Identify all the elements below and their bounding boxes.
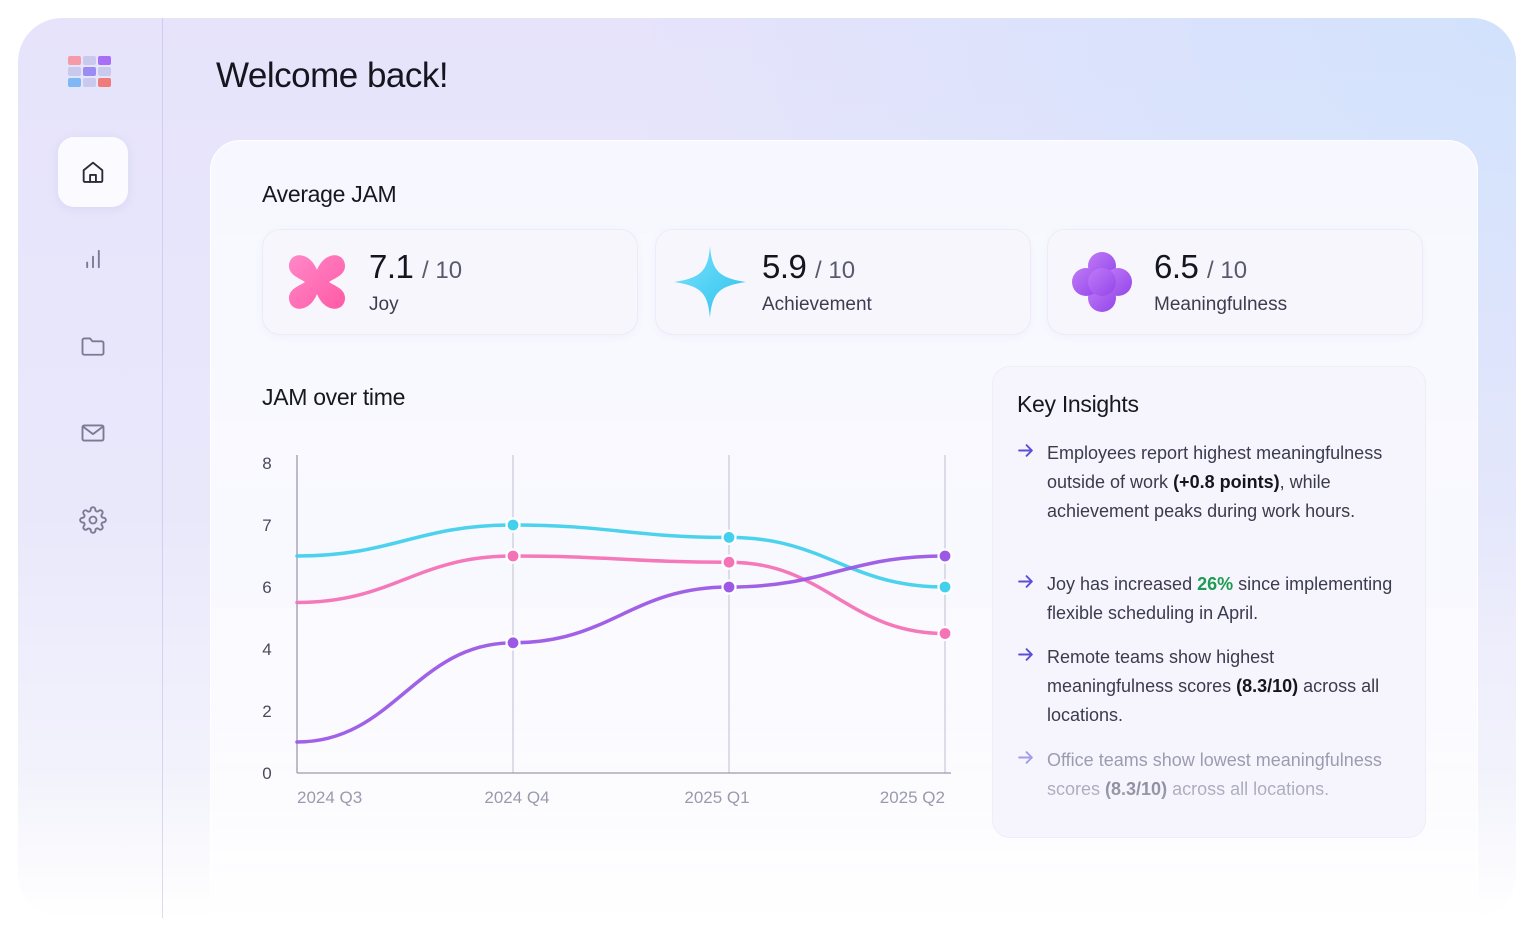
series-line-achievement (295, 523, 947, 589)
kpi-card-achievement[interactable]: 5.9 / 10 Achievement (655, 229, 1031, 335)
data-point-joy (505, 548, 521, 564)
arrow-right-icon (1018, 648, 1033, 661)
kpi-denominator: / 10 (815, 257, 856, 284)
data-point-joy (721, 554, 737, 570)
y-tick-label: 6 (262, 578, 271, 597)
insight-item: Remote teams show highest meaningfulness… (1017, 643, 1397, 730)
x-tick-label: 2025 Q1 (684, 788, 749, 807)
sidebar-item-mail[interactable] (58, 398, 128, 468)
series-line-joy (295, 554, 947, 636)
kpi-label: Meaningfulness (1154, 294, 1288, 315)
data-point-achievement (937, 579, 953, 595)
arrow-right-icon (1018, 751, 1033, 764)
kpi-denominator: / 10 (1207, 257, 1248, 284)
logo (68, 56, 111, 87)
page-title: Welcome back! (216, 56, 449, 95)
sidebar-item-folder[interactable] (58, 311, 128, 381)
mail-icon (81, 424, 105, 442)
logo-cell (98, 67, 111, 76)
y-tick-label: 4 (262, 640, 271, 659)
data-point-meaningfulness (937, 548, 953, 564)
bar-chart-icon (86, 249, 100, 269)
data-point-meaningfulness (721, 579, 737, 595)
y-tick-label: 0 (262, 764, 271, 783)
kpi-value: 6.5 / 10 (1154, 248, 1247, 286)
kpi-value: 7.1 / 10 (369, 248, 462, 286)
jam-line-chart: 0 2 4 6 7 8 2024 Q3 2024 Q4 2025 Q1 2025 Q2 (251, 436, 971, 826)
x-tick-label: 2024 Q4 (484, 788, 549, 807)
average-jam-title: Average JAM (262, 181, 397, 207)
sidebar-item-analytics[interactable] (58, 224, 128, 294)
home-icon (82, 161, 104, 183)
y-tick-label: 7 (262, 516, 271, 535)
kpi-number: 7.1 (369, 248, 414, 285)
folder-icon (81, 337, 105, 356)
kpi-value: 5.9 / 10 (762, 248, 855, 286)
logo-cell (83, 78, 96, 87)
kpi-number: 6.5 (1154, 248, 1199, 285)
insights-title: Key Insights (1017, 391, 1139, 417)
y-tick-label: 2 (262, 702, 271, 721)
y-tick-label: 8 (262, 454, 271, 473)
app-frame: Welcome back! Average JAM 7.1 / 10 Joy (18, 18, 1516, 918)
arrow-right-icon (1018, 575, 1033, 588)
x-tick-label: 2024 Q3 (297, 788, 362, 807)
logo-cell (83, 67, 96, 76)
clover-icon (1072, 252, 1132, 312)
logo-cell (98, 78, 111, 87)
sidebar-item-settings[interactable] (58, 485, 128, 555)
chart-svg: 0 2 4 6 7 8 2024 Q3 2024 Q4 2025 Q1 2025 Q2 (262, 454, 953, 807)
kpi-label: Joy (369, 294, 399, 315)
kpi-card-joy[interactable]: 7.1 / 10 Joy (262, 229, 638, 335)
insight-item: Office teams show lowest meaningfulness … (1017, 746, 1397, 804)
sidebar-item-home[interactable] (58, 137, 128, 207)
flower-icon (289, 255, 345, 309)
data-point-meaningfulness (505, 635, 521, 651)
logo-cell (68, 67, 81, 76)
key-insights-card: Key Insights Employees report highest me… (992, 366, 1426, 838)
kpi-number: 5.9 (762, 248, 807, 285)
dashboard-panel: Average JAM 7.1 / 10 Joy (210, 140, 1478, 918)
logo-cell (98, 56, 111, 65)
series-line-meaningfulness (295, 554, 947, 744)
insight-item: Employees report highest meaningfulness … (1017, 439, 1397, 526)
insight-text: Employees report highest meaningfulness … (1047, 443, 1383, 521)
kpi-label: Achievement (762, 294, 872, 315)
insight-item: Joy has increased 26% since implementing… (1017, 570, 1397, 628)
insight-text: Joy has increased 26% since implementing… (1047, 574, 1393, 623)
sparkle-icon (674, 246, 746, 318)
arrow-right-icon (1018, 444, 1033, 457)
data-point-joy (937, 625, 953, 642)
kpi-card-meaningfulness[interactable]: 6.5 / 10 Meaningfulness (1047, 229, 1423, 335)
data-point-achievement (721, 529, 737, 546)
gear-icon (79, 506, 107, 534)
logo-cell (83, 56, 96, 65)
chart-title: JAM over time (262, 384, 406, 410)
logo-cell (68, 78, 81, 87)
x-tick-label: 2025 Q2 (880, 788, 945, 807)
logo-cell (68, 56, 81, 65)
data-point-achievement (505, 517, 521, 533)
insight-text: Office teams show lowest meaningfulness … (1047, 750, 1382, 799)
kpi-denominator: / 10 (422, 257, 463, 284)
insight-text: Remote teams show highest meaningfulness… (1047, 647, 1380, 725)
sidebar (18, 18, 163, 918)
